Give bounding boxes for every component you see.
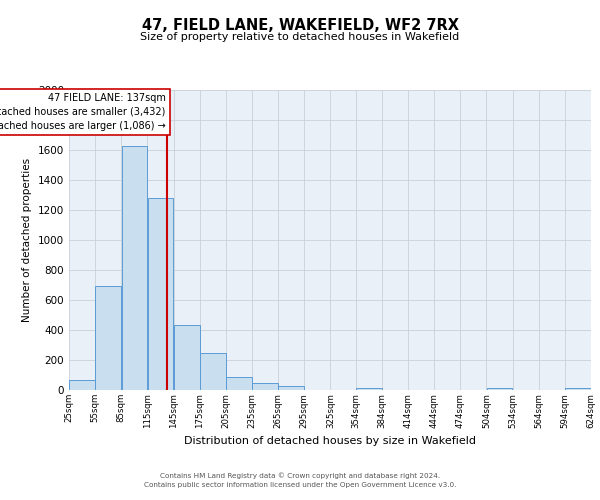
Bar [174,325,200,390]
Bar [565,388,591,390]
X-axis label: Distribution of detached houses by size in Wakefield: Distribution of detached houses by size … [184,436,476,446]
Bar [95,286,121,390]
Text: Contains HM Land Registry data © Crown copyright and database right 2024.
Contai: Contains HM Land Registry data © Crown c… [144,472,456,488]
Text: 47 FIELD LANE: 137sqm
← 76% of detached houses are smaller (3,432)
24% of semi-d: 47 FIELD LANE: 137sqm ← 76% of detached … [0,93,166,131]
Bar [200,352,226,390]
Y-axis label: Number of detached properties: Number of detached properties [22,158,32,322]
Bar [148,198,173,390]
Bar [278,386,304,390]
Bar [252,382,278,390]
Bar [122,146,147,390]
Bar [356,388,382,390]
Text: 47, FIELD LANE, WAKEFIELD, WF2 7RX: 47, FIELD LANE, WAKEFIELD, WF2 7RX [142,18,458,32]
Text: Size of property relative to detached houses in Wakefield: Size of property relative to detached ho… [140,32,460,42]
Bar [487,388,512,390]
Bar [69,380,95,390]
Bar [226,376,252,390]
